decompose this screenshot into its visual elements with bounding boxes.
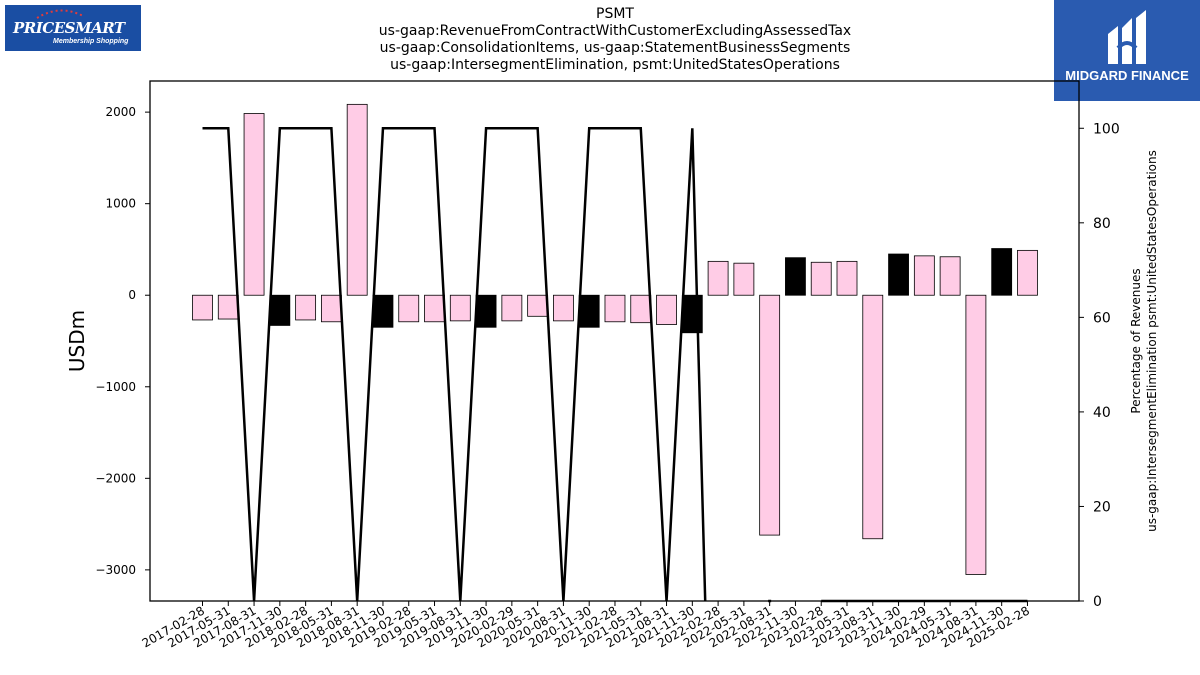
bar-2019-02-28 [398, 294, 420, 323]
bar-2021-05-31 [630, 294, 652, 324]
bar-2024-05-31 [939, 256, 961, 296]
pricesmart-logo: PRICESMART Membership Shopping [5, 5, 141, 51]
chart-title: PSMT us-gaap:RevenueFromContractWithCust… [215, 6, 1015, 74]
y-axis-right: 100 80 60 40 20 0 [1079, 121, 1120, 610]
bar-2022-08-31 [759, 294, 781, 536]
bar-2024-08-31 [965, 294, 987, 575]
line-segment-0 [202, 127, 707, 602]
chart-title-line-4: us-gaap:IntersegmentElimination, psmt:Un… [390, 57, 840, 73]
bar-2018-02-28 [295, 294, 317, 321]
bar-2019-08-31 [449, 294, 471, 322]
y2-tick-label: 80 [1093, 216, 1111, 232]
bar-2021-11-30 [681, 294, 703, 334]
pricesmart-tagline: Membership Shopping [53, 38, 129, 45]
bar-2020-05-31 [527, 294, 549, 317]
bar-2020-11-30 [578, 294, 600, 328]
bar-2018-05-31 [320, 294, 342, 323]
y-tick-label: 0 [128, 288, 136, 302]
bar-2024-11-30 [991, 248, 1013, 296]
chart-title-line-3: us-gaap:ConsolidationItems, us-gaap:Stat… [379, 40, 851, 56]
bar-series [192, 103, 1038, 575]
chart-title-line-1: PSMT [596, 6, 634, 22]
y2-tick-label: 0 [1093, 594, 1102, 610]
midgard-mark-icon [1108, 10, 1146, 64]
bar-2017-02-28 [192, 294, 213, 321]
y2-tick-label: 100 [1093, 121, 1120, 137]
y2-axis-label-line-1: Percentage of Revenues [1129, 268, 1143, 413]
bar-2023-08-31 [862, 294, 884, 540]
y-tick-label: −3000 [95, 563, 136, 577]
bar-2025-02-28 [1017, 249, 1038, 296]
bar-2018-08-31 [346, 103, 368, 296]
y-axis-left: 2000 1000 0 −1000 −2000 −3000 [95, 105, 150, 577]
bar-2024-02-29 [913, 255, 935, 296]
y-axis-label: USDm [65, 310, 89, 372]
bar-2017-05-31 [217, 294, 239, 320]
bar-2017-08-31 [243, 113, 265, 296]
chart-title-line-2: us-gaap:RevenueFromContractWithCustomerE… [378, 23, 852, 39]
line-series [202, 127, 1028, 603]
y2-tick-label: 60 [1093, 310, 1111, 326]
y-tick-label: −1000 [95, 380, 136, 394]
y2-tick-label: 40 [1093, 405, 1111, 421]
bar-2020-08-31 [553, 294, 574, 322]
bar-2021-08-31 [656, 294, 677, 325]
x-axis: 2017-02-282017-05-312017-08-312017-11-30… [140, 601, 1032, 650]
midgard-finance-logo: MIDGARD FINANCE [1054, 0, 1200, 101]
y-tick-label: 2000 [105, 105, 136, 119]
y2-tick-label: 20 [1093, 499, 1111, 515]
bar-2020-02-29 [501, 294, 523, 322]
bar-2023-05-31 [836, 260, 858, 296]
bar-2018-11-30 [372, 294, 394, 328]
plot-frame [149, 80, 1080, 602]
y-tick-label: 1000 [105, 197, 136, 211]
bar-2022-02-28 [707, 260, 729, 296]
bar-2019-11-30 [475, 294, 497, 328]
bar-2019-05-31 [424, 294, 445, 323]
bar-2021-02-28 [604, 294, 626, 323]
bar-2022-05-31 [733, 262, 755, 296]
y2-axis-label-line-2: us-gaap:IntersegmentElimination psmt:Uni… [1145, 150, 1159, 532]
bar-2022-11-30 [785, 257, 806, 296]
midgard-wordmark: MIDGARD FINANCE [1065, 68, 1189, 83]
y-tick-label: −2000 [95, 471, 136, 485]
bar-2023-02-28 [810, 261, 832, 296]
pricesmart-brand: PRICESMART [13, 19, 125, 37]
bar-2023-11-30 [888, 253, 909, 296]
bar-2017-11-30 [269, 294, 291, 326]
